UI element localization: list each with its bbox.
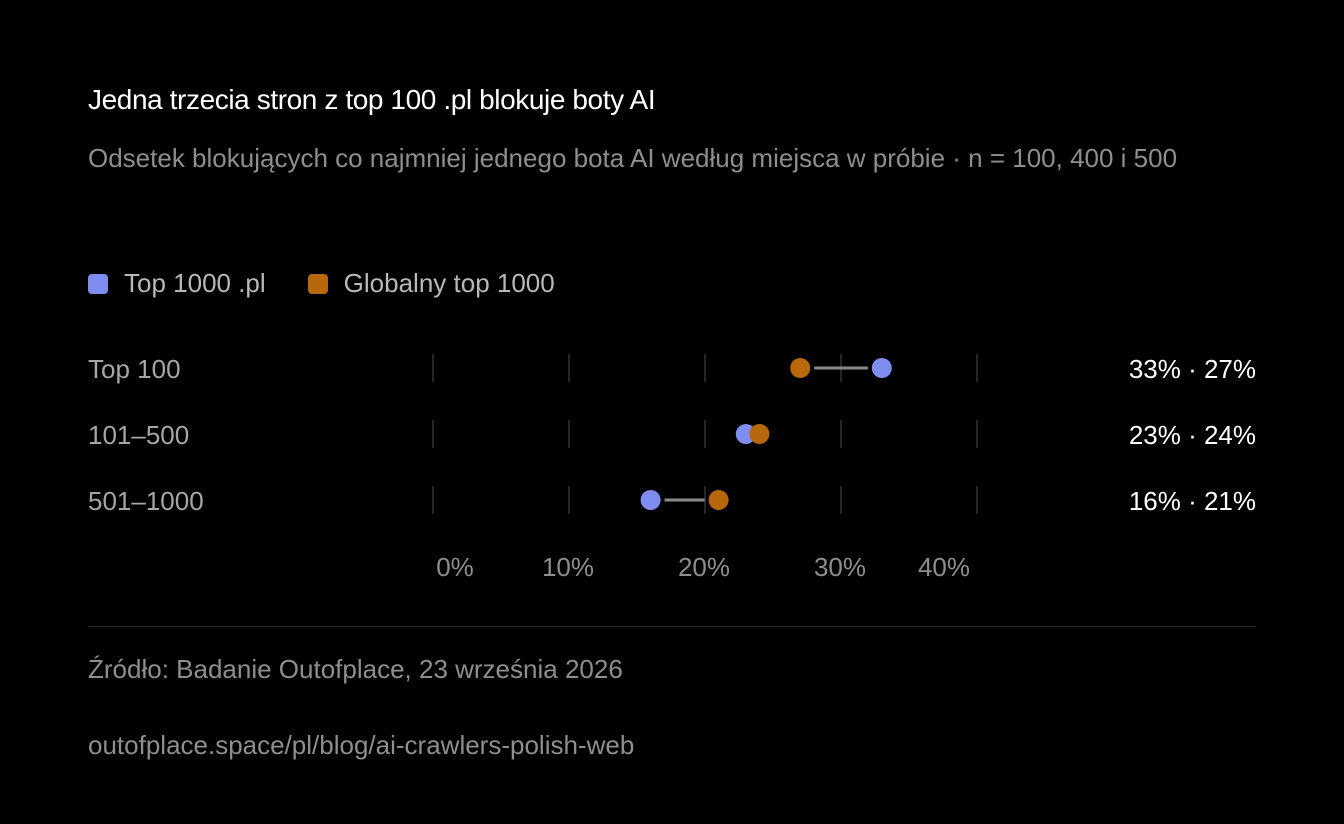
dot-global xyxy=(790,358,811,378)
value-label: 23% · 24% xyxy=(1129,420,1256,450)
legend: Top 1000 .pl Globalny top 1000 xyxy=(88,268,597,299)
x-tick-label: 0% xyxy=(436,552,474,582)
legend-label-pl: Top 1000 .pl xyxy=(124,268,266,298)
chart-subtitle: Odsetek blokujących co najmniej jednego … xyxy=(88,143,1178,173)
legend-item-global: Globalny top 1000 xyxy=(307,268,555,299)
value-label: 16% · 21% xyxy=(1129,486,1256,516)
row-label: Top 100 xyxy=(88,354,181,384)
legend-item-pl: Top 1000 .pl xyxy=(88,268,266,299)
chart-title: Jedna trzecia stron z top 100 .pl blokuj… xyxy=(88,84,656,115)
source-url[interactable]: outofplace.space/pl/blog/ai-crawlers-pol… xyxy=(88,730,635,760)
dot-pl xyxy=(640,490,661,510)
dot-global xyxy=(749,424,770,444)
row-label: 501–1000 xyxy=(88,486,204,516)
x-tick-label: 30% xyxy=(814,552,866,582)
x-tick-label: 20% xyxy=(678,552,730,582)
legend-label-global: Globalny top 1000 xyxy=(343,268,555,298)
dot-plot: Top 100 33% · 27% 101–500 23% · 24% 501–1000… xyxy=(88,354,1256,582)
dot-global xyxy=(708,490,729,510)
dot-pl xyxy=(871,358,892,378)
row-label: 101–500 xyxy=(88,420,189,450)
legend-swatch-pl xyxy=(88,273,108,294)
x-tick-label: 10% xyxy=(542,552,594,582)
x-tick-label: 40% xyxy=(918,552,970,582)
value-label: 33% · 27% xyxy=(1129,354,1256,384)
legend-swatch-global xyxy=(307,273,328,294)
footer-divider xyxy=(88,626,1256,627)
source-note: Źródło: Badanie Outofplace, 23 września … xyxy=(88,654,623,684)
